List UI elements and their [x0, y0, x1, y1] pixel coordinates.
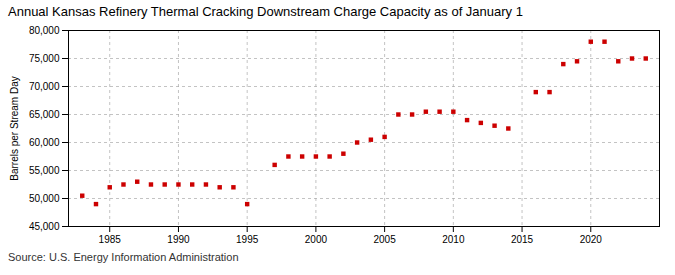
svg-text:1995: 1995	[236, 234, 259, 245]
svg-text:65,000: 65,000	[29, 109, 60, 120]
svg-text:70,000: 70,000	[29, 81, 60, 92]
svg-text:2010: 2010	[442, 234, 465, 245]
html-text:Source: U.S. Energy Informatio: Source: U.S. Energy Information Administ…	[8, 251, 239, 263]
svg-text:2020: 2020	[580, 234, 603, 245]
svg-text:2000: 2000	[305, 234, 328, 245]
svg-text:2015: 2015	[511, 234, 534, 245]
svg-text:75,000: 75,000	[29, 53, 60, 64]
html-text:Annual Kansas Refinery Thermal: Annual Kansas Refinery Thermal Cracking …	[8, 4, 523, 19]
svg-text:80,000: 80,000	[29, 25, 60, 36]
svg-text:Barrels per Stream Day: Barrels per Stream Day	[9, 76, 20, 180]
svg-text:45,000: 45,000	[29, 221, 60, 232]
svg-text:50,000: 50,000	[29, 193, 60, 204]
svg-text:2005: 2005	[373, 234, 396, 245]
svg-text:55,000: 55,000	[29, 165, 60, 176]
svg-text:60,000: 60,000	[29, 137, 60, 148]
svg-text:1990: 1990	[167, 234, 190, 245]
svg-text:1985: 1985	[99, 234, 122, 245]
